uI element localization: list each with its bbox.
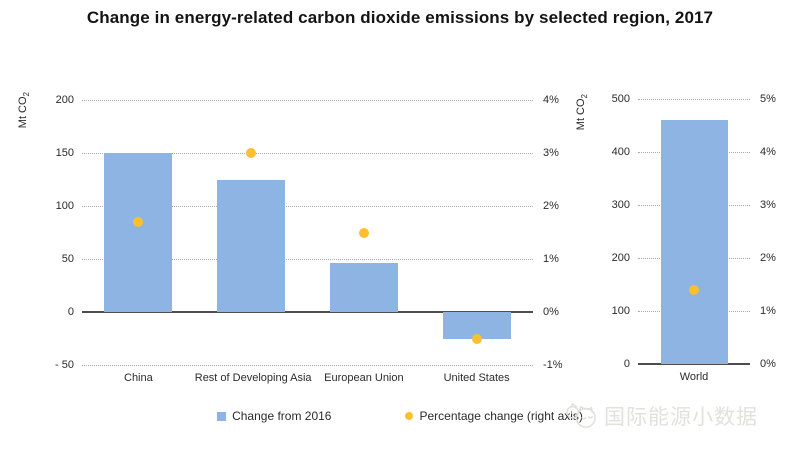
pct-dot <box>133 216 144 227</box>
legend: Change from 2016 Percentage change (righ… <box>0 409 800 423</box>
x-axis-category-label: World <box>679 371 709 383</box>
right-axis-tick-label: 2% <box>543 200 559 212</box>
right-axis-tick-label: 3% <box>543 147 559 159</box>
right-axis-tick-label: -1% <box>543 359 563 371</box>
y-axis-tick-label: 150 <box>55 147 74 159</box>
right-axis-tick-label: 5% <box>760 93 776 105</box>
left-chart-plot-area: 200 4% 150 3% 100 2% 50 1% 0 0% - 50 -1% China Rest o… <box>55 94 563 384</box>
right-axis-tick-label: 2% <box>760 252 776 264</box>
y-axis-tick-label: 300 <box>611 199 630 211</box>
legend-label: Percentage change (right axis) <box>419 409 583 423</box>
x-axis-category-label: China <box>124 372 153 384</box>
right-axis-tick-label: 4% <box>760 146 776 158</box>
legend-item-percentage-change: Percentage change (right axis) <box>405 409 583 423</box>
right-axis-tick-label: 3% <box>760 199 776 211</box>
bar <box>104 153 173 312</box>
pct-dot <box>246 148 257 158</box>
y-axis-tick-label: 100 <box>55 200 74 212</box>
y-axis-tick-label: 400 <box>611 146 630 158</box>
watermark-text: 国际能源小数据 <box>604 406 758 429</box>
y-axis-tick-label: - 50 <box>55 359 74 371</box>
y-axis-tick-label: 500 <box>611 93 630 105</box>
gridline <box>82 153 533 154</box>
zero-axis-line <box>82 311 533 313</box>
x-axis-category-label: European Union <box>324 372 404 384</box>
y-axis-tick-label: 0 <box>623 358 630 370</box>
legend-item-change-from-2016: Change from 2016 <box>217 409 331 423</box>
legend-dot-swatch-icon <box>405 412 414 420</box>
gridline <box>82 365 533 366</box>
y-axis-tick-label: 50 <box>61 253 74 265</box>
right-axis-tick-label: 1% <box>760 305 776 317</box>
left-chart-y-axis-title: Mt CO2 <box>16 91 32 129</box>
bar <box>217 179 286 312</box>
cat-logo-icon <box>566 403 596 428</box>
gridline <box>82 206 533 207</box>
chart-title: Change in energy-related carbon dioxide … <box>86 8 714 27</box>
gridline <box>82 100 533 101</box>
zero-axis-line <box>638 363 750 365</box>
bar <box>660 120 728 364</box>
x-axis-category-label: United States <box>443 372 510 384</box>
right-axis-tick-label: 0% <box>543 306 559 318</box>
pct-dot <box>471 333 482 344</box>
right-chart-y-axis-title: Mt CO2 <box>574 93 590 131</box>
gridline <box>82 259 533 260</box>
right-chart-plot-area: 500 5% 400 4% 300 3% 200 2% 100 1% 0 0% World <box>612 93 776 383</box>
y-axis-tick-label: 200 <box>611 252 630 264</box>
right-axis-tick-label: 0% <box>760 358 776 370</box>
legend-bar-swatch-icon <box>217 411 227 421</box>
x-axis-category-label: Rest of Developing Asia <box>194 372 312 384</box>
legend-label: Change from 2016 <box>232 409 332 423</box>
pct-dot <box>358 227 369 238</box>
right-axis-tick-label: 4% <box>543 94 559 106</box>
bar <box>329 263 398 312</box>
watermark: 国际能源小数据 <box>565 401 758 431</box>
right-axis-tick-label: 1% <box>543 253 559 265</box>
y-axis-tick-label: 100 <box>611 305 630 317</box>
pct-dot <box>689 284 699 295</box>
gridline <box>638 99 750 100</box>
y-axis-tick-label: 200 <box>55 94 74 106</box>
y-axis-tick-label: 0 <box>67 306 74 318</box>
